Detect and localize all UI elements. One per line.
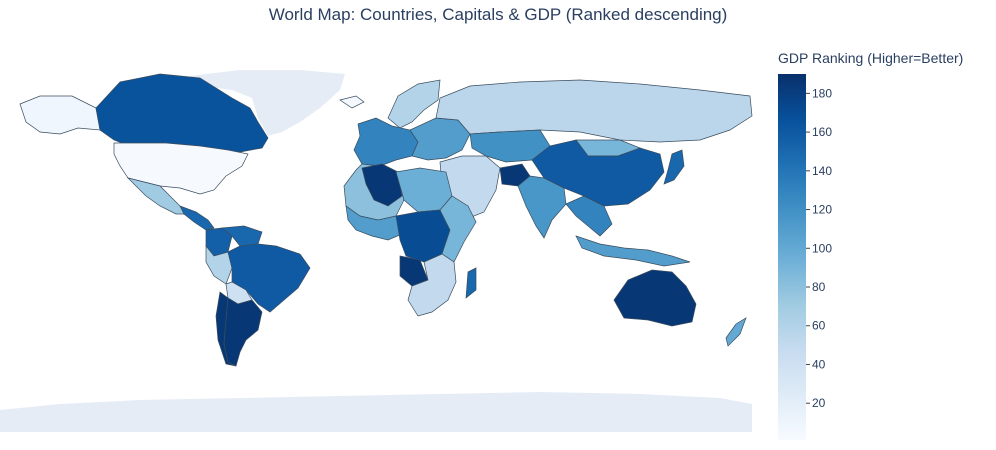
world-map[interactable] xyxy=(0,60,760,450)
region-united-states[interactable] xyxy=(113,142,249,195)
region-eastern-europe[interactable] xyxy=(409,117,471,161)
region-peru[interactable] xyxy=(205,245,233,285)
region-china[interactable] xyxy=(531,139,665,207)
colorbar-tick-label: 60 xyxy=(812,319,826,333)
colorbar-title: GDP Ranking (Higher=Better) xyxy=(778,50,964,66)
colorbar-tick-label: 140 xyxy=(812,164,832,178)
region-canada[interactable] xyxy=(95,73,269,153)
colorbar-tick-label: 120 xyxy=(812,203,832,217)
colorbar-gradient xyxy=(778,74,806,440)
map-title: World Map: Countries, Capitals & GDP (Ra… xyxy=(268,5,728,24)
colorbar-tick-label: 100 xyxy=(812,241,832,255)
region-iceland[interactable] xyxy=(339,95,365,109)
region-new-zealand[interactable] xyxy=(725,317,747,347)
colorbar-tick-label: 180 xyxy=(812,86,832,100)
region-russia[interactable] xyxy=(435,79,753,143)
colorbar-tick-label: 20 xyxy=(812,396,826,410)
region-antarctica[interactable] xyxy=(0,392,752,432)
region-algeria[interactable] xyxy=(361,163,403,207)
region-southeast-asia[interactable] xyxy=(565,195,613,237)
colorbar-tick-label: 160 xyxy=(812,125,832,139)
region-western-europe[interactable] xyxy=(353,117,419,167)
region-southern-africa[interactable] xyxy=(407,253,457,317)
region-madagascar[interactable] xyxy=(465,267,477,299)
region-west-africa[interactable] xyxy=(345,205,403,241)
colorbar-tick-label: 80 xyxy=(812,280,826,294)
region-greenland[interactable] xyxy=(190,70,345,136)
region-indonesia[interactable] xyxy=(575,235,691,267)
region-east-africa[interactable] xyxy=(439,195,477,263)
region-australia[interactable] xyxy=(613,269,697,327)
region-japan[interactable] xyxy=(663,149,685,185)
region-argentina[interactable] xyxy=(223,297,263,367)
region-central-america[interactable] xyxy=(179,205,215,231)
region-india[interactable] xyxy=(517,175,567,239)
colorbar-tick-label: 40 xyxy=(812,357,826,371)
region-alaska[interactable] xyxy=(19,95,101,135)
region-scandinavia[interactable] xyxy=(387,79,441,129)
